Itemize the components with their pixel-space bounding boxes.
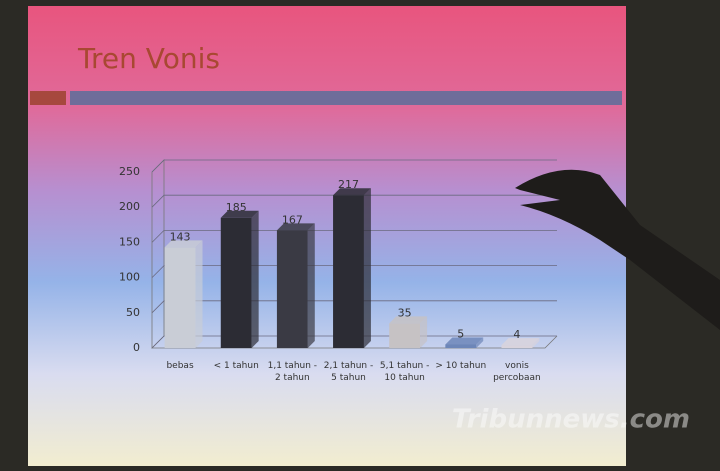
bar-top — [276, 223, 315, 231]
bar-side — [363, 188, 371, 348]
bar-side — [476, 337, 484, 348]
x-tick-label: 5,1 tahun - 10 tahun — [379, 361, 430, 383]
x-tick-label: 2,1 tahun - 5 tahun — [323, 361, 374, 383]
y-tick-label: 200 — [119, 200, 140, 213]
value-label: 167 — [282, 213, 303, 226]
grid-line — [151, 300, 557, 314]
x-tick-label: < 1 tahun — [213, 361, 259, 371]
grid-line — [151, 159, 557, 173]
value-label: 143 — [170, 230, 191, 243]
watermark: Tribunnews.com — [452, 405, 690, 435]
y-tick-label: 0 — [133, 341, 140, 354]
bar-side — [251, 210, 259, 348]
grid-line — [151, 194, 557, 208]
bar — [276, 230, 308, 348]
divider-bar — [70, 91, 622, 105]
x-tick-label: > 10 tahun — [435, 361, 487, 371]
bar — [220, 217, 252, 348]
chart-title: Tren Vonis — [77, 42, 220, 75]
value-label: 4 — [513, 328, 520, 341]
y-tick-label: 250 — [119, 165, 140, 178]
y-tick-label: 50 — [126, 306, 140, 319]
bar-side — [532, 338, 540, 348]
grid-line — [151, 229, 557, 243]
x-tick-label: bebas — [166, 361, 194, 371]
bar — [164, 247, 196, 348]
bar-side — [420, 316, 428, 348]
bar — [445, 344, 477, 348]
y-tick-label: 100 — [119, 271, 140, 284]
x-tick-label: 1,1 tahun - 2 tahun — [267, 361, 318, 383]
bar — [333, 195, 364, 348]
slide — [28, 6, 626, 466]
bar-top — [501, 338, 540, 346]
bar-top — [445, 337, 484, 345]
hand-shadow — [515, 169, 720, 330]
value-label: 35 — [398, 306, 412, 319]
y-tick-label: 150 — [119, 235, 140, 248]
bar-top — [164, 240, 203, 248]
x-tick-label: vonis percobaan — [493, 361, 541, 383]
bar-top — [389, 316, 428, 324]
bar — [389, 323, 421, 348]
value-label: 185 — [226, 201, 247, 214]
value-label: 217 — [338, 178, 359, 191]
bar — [501, 345, 533, 348]
bar-top — [220, 210, 259, 218]
bar-top — [333, 188, 371, 196]
accent-bar — [30, 91, 66, 105]
bar-side — [307, 223, 315, 348]
value-label: 5 — [457, 327, 464, 340]
grid-line — [151, 265, 557, 278]
bar-side — [195, 240, 203, 348]
